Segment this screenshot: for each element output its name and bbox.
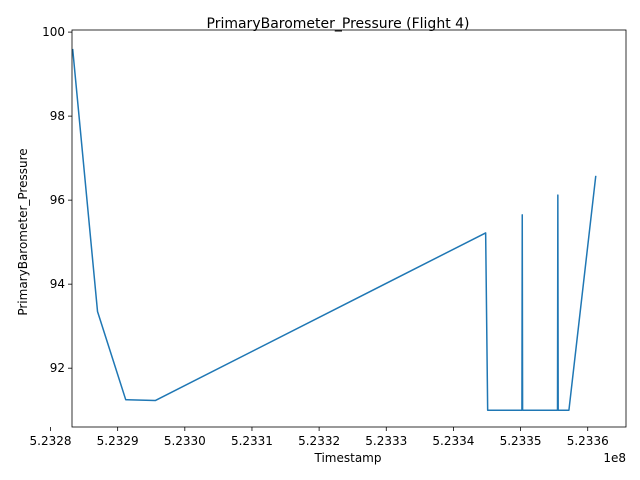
plot-area: 5.2328 5.2329 5.2330 5.2331 5.2332 5.2333 5.23…	[30, 25, 609, 448]
x-axis-offset-label: 1e8	[603, 451, 626, 465]
x-tick-label: 5.2335	[500, 434, 542, 448]
x-tick-label: 5.2332	[298, 434, 340, 448]
x-tick-label: 5.2333	[365, 434, 407, 448]
x-tick-label: 5.2328	[30, 434, 72, 448]
y-tick-label: 96	[50, 193, 65, 207]
axes-frame	[71, 29, 627, 428]
x-tick-label: 5.2330	[164, 434, 206, 448]
y-tick-label: 94	[50, 277, 65, 291]
y-axis-label: PrimaryBarometer_Pressure	[16, 148, 30, 315]
chart-title: PrimaryBarometer_Pressure (Flight 4)	[207, 16, 470, 32]
x-axis-label: Timestamp	[314, 451, 382, 465]
x-tick-label: 5.2331	[231, 434, 273, 448]
x-tick-label: 5.2336	[567, 434, 609, 448]
y-tick-label: 92	[50, 361, 65, 375]
series-line	[71, 48, 597, 411]
y-tick-label: 100	[42, 25, 65, 39]
x-tick-label: 5.2329	[97, 434, 139, 448]
x-tick-label: 5.2334	[432, 434, 474, 448]
y-tick-label: 98	[50, 109, 65, 123]
